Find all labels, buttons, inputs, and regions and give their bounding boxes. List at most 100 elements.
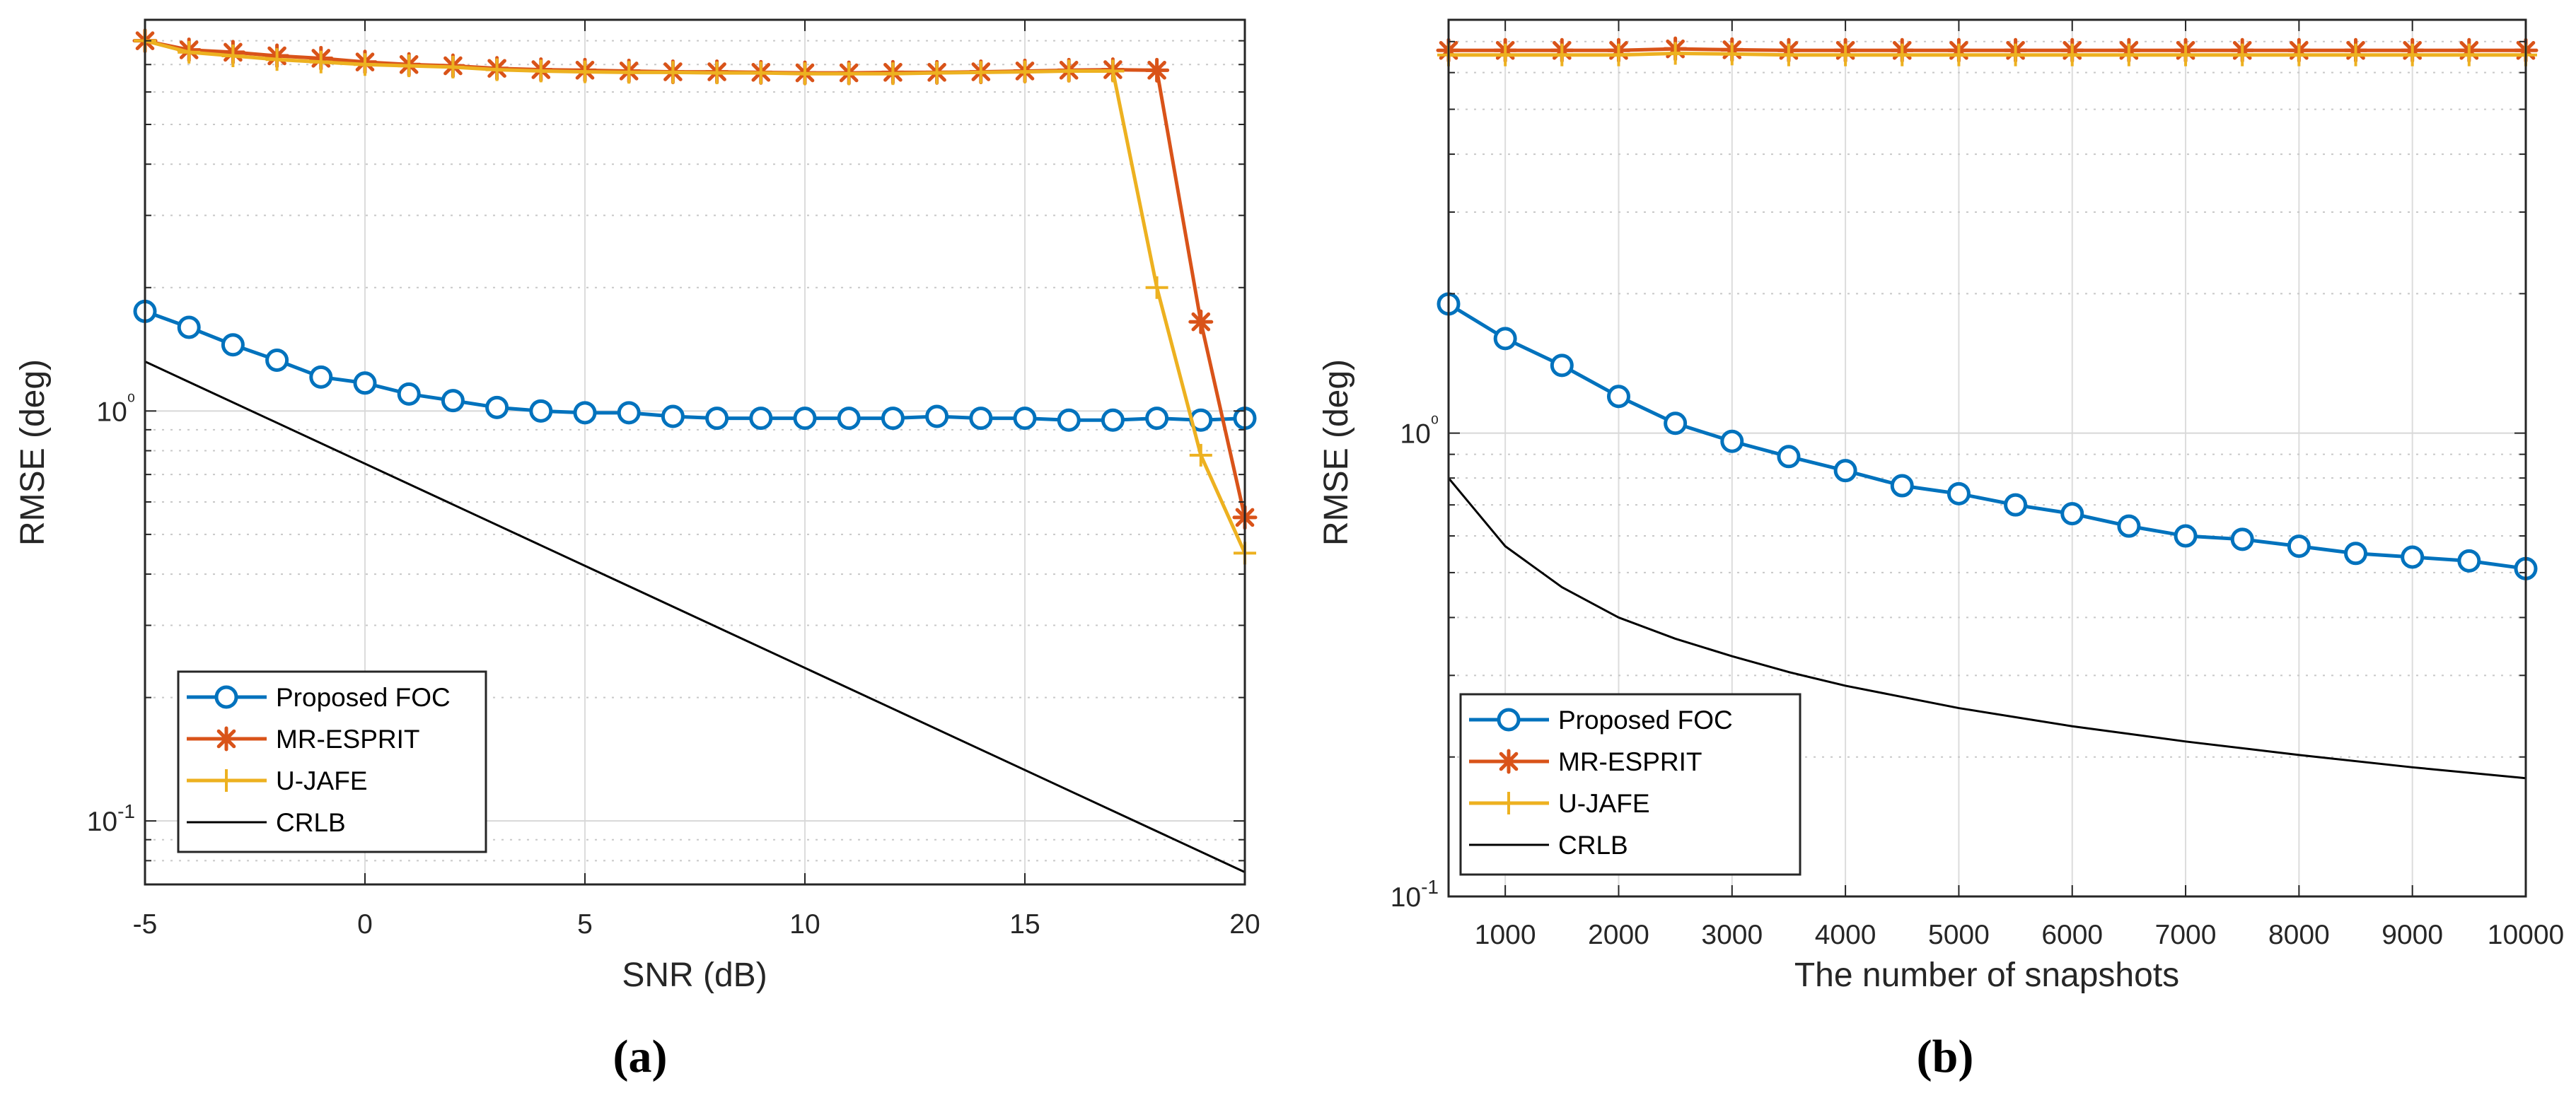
data-point-proposed-foc (1720, 429, 1744, 453)
data-point-proposed-foc (1664, 411, 1688, 436)
data-point-u-jafe (1720, 42, 1744, 66)
data-point-proposed-foc (2117, 514, 2141, 538)
data-point-u-jafe (705, 62, 729, 85)
data-point-mr-esprit (1144, 57, 1170, 83)
legend-marker-u-jafe (215, 769, 238, 792)
ticks-b: 1000 2000 3000 4000 5000 6000 7000 8000 9000 1000… (1391, 20, 2564, 950)
legend-label-mr-esprit: MR-ESPRIT (276, 725, 420, 754)
y-tick-label: 10⁰ (96, 390, 135, 427)
data-point-u-jafe (1550, 43, 1574, 66)
data-point-u-jafe (2060, 43, 2084, 66)
data-point-proposed-foc (2004, 493, 2028, 517)
x-tick-label: 5 (577, 909, 593, 940)
series-line-u-jafe (144, 39, 1247, 554)
x-tick-label: 2000 (1588, 920, 1649, 950)
series-line-proposed-foc (1447, 302, 2526, 571)
y-tick-label: 10⁰ (1400, 413, 1439, 450)
caption-a: (a) (613, 1031, 668, 1082)
data-point-u-jafe (178, 40, 201, 64)
data-point-u-jafe (1189, 443, 1212, 467)
data-point-u-jafe (354, 53, 376, 76)
data-point-proposed-foc (2174, 524, 2198, 548)
caption-b: (b) (1917, 1031, 1974, 1082)
data-point-proposed-foc (2344, 542, 2368, 566)
x-tick-label: 1000 (1475, 920, 1536, 950)
x-tick-label: 7000 (2155, 920, 2217, 950)
legend-marker-mr-esprit-stroke (1499, 752, 1519, 771)
legend-label-crlb: CRLB (276, 808, 346, 837)
data-point-mr-esprit (1188, 309, 1214, 334)
data-point-u-jafe (837, 62, 861, 86)
data-point-u-jafe (661, 61, 685, 84)
data-point-u-jafe (2004, 43, 2027, 66)
data-point-u-jafe (1014, 60, 1036, 83)
data-point-u-jafe (881, 62, 905, 86)
data-point-u-jafe (1891, 43, 1914, 66)
data-point-proposed-foc (1890, 474, 1914, 498)
axes-frame-b (1447, 18, 2527, 898)
data-point-u-jafe (2174, 43, 2198, 66)
data-point-u-jafe (1947, 43, 1971, 66)
y-tick-base: 10 (1400, 419, 1430, 450)
legend-marker-proposed-foc (1497, 708, 1521, 732)
legend-marker-proposed-foc (214, 685, 238, 709)
x-tick-label: -5 (133, 909, 158, 940)
data-point-proposed-foc (529, 399, 553, 423)
data-point-u-jafe (1101, 59, 1125, 83)
data-point-proposed-foc (793, 407, 817, 431)
y-tick-label: 10-1 (1391, 876, 1439, 913)
data-point-proposed-foc (617, 401, 641, 425)
data-point-u-jafe (2457, 43, 2481, 66)
data-point-proposed-foc (1946, 481, 1971, 505)
legend-b: Proposed FOC MR-ESPRIT U-JAFE CRLB (1459, 693, 1802, 876)
x-axis-label-b: The number of snapshots (1794, 957, 2179, 994)
data-point-u-jafe (969, 61, 992, 84)
data-point-u-jafe (398, 54, 421, 78)
data-point-u-jafe (1145, 276, 1168, 299)
y-tick-exponent: -1 (1421, 876, 1439, 898)
y-tick-exponent: ⁰ (127, 390, 135, 412)
series-a (132, 28, 1258, 873)
data-point-u-jafe (1834, 43, 1857, 66)
series-line-crlb (144, 361, 1246, 873)
data-point-proposed-foc (2457, 549, 2481, 573)
legend-a: Proposed FOC MR-ESPRIT U-JAFE CRLB (177, 670, 487, 853)
x-tick-label: 0 (357, 909, 373, 940)
legend-marker-mr-esprit (1496, 749, 1521, 774)
data-point-proposed-foc (397, 382, 421, 406)
data-point-u-jafe (265, 48, 289, 71)
x-tick-label: 3000 (1701, 920, 1763, 950)
x-tick-label: 9000 (2381, 920, 2443, 950)
data-point-mr-esprit-stroke (1147, 61, 1166, 80)
data-point-u-jafe (925, 62, 948, 85)
data-point-proposed-foc (177, 315, 201, 339)
series-line-mr-esprit (144, 39, 1247, 518)
series-line-crlb (1447, 477, 2526, 780)
data-point-proposed-foc (1013, 407, 1037, 431)
legend-marker-mr-esprit-stroke (216, 729, 236, 749)
y-tick-base: 10 (96, 397, 127, 427)
data-point-proposed-foc (353, 371, 377, 395)
data-point-proposed-foc (573, 401, 597, 425)
data-point-proposed-foc (1101, 408, 1125, 432)
data-point-u-jafe (574, 60, 596, 83)
x-tick-label: 10000 (2488, 920, 2564, 950)
data-point-proposed-foc (1493, 327, 1517, 351)
data-point-u-jafe (1664, 42, 1687, 65)
legend-label-proposed-foc: Proposed FOC (276, 683, 451, 712)
x-tick-label: 4000 (1815, 920, 1876, 950)
data-point-proposed-foc (925, 404, 949, 428)
data-point-u-jafe (749, 62, 772, 85)
data-point-u-jafe (617, 61, 641, 84)
x-tick-label: 20 (1229, 909, 1260, 940)
data-point-proposed-foc (1777, 445, 1801, 469)
y-tick-label: 10-1 (87, 800, 135, 837)
data-point-u-jafe (2287, 43, 2311, 66)
data-point-proposed-foc (837, 407, 861, 431)
data-point-u-jafe (2117, 43, 2140, 66)
y-tick-base: 10 (87, 807, 117, 837)
legend-label-proposed-foc: Proposed FOC (1558, 706, 1733, 735)
legend-marker-u-jafe (1497, 792, 1520, 814)
